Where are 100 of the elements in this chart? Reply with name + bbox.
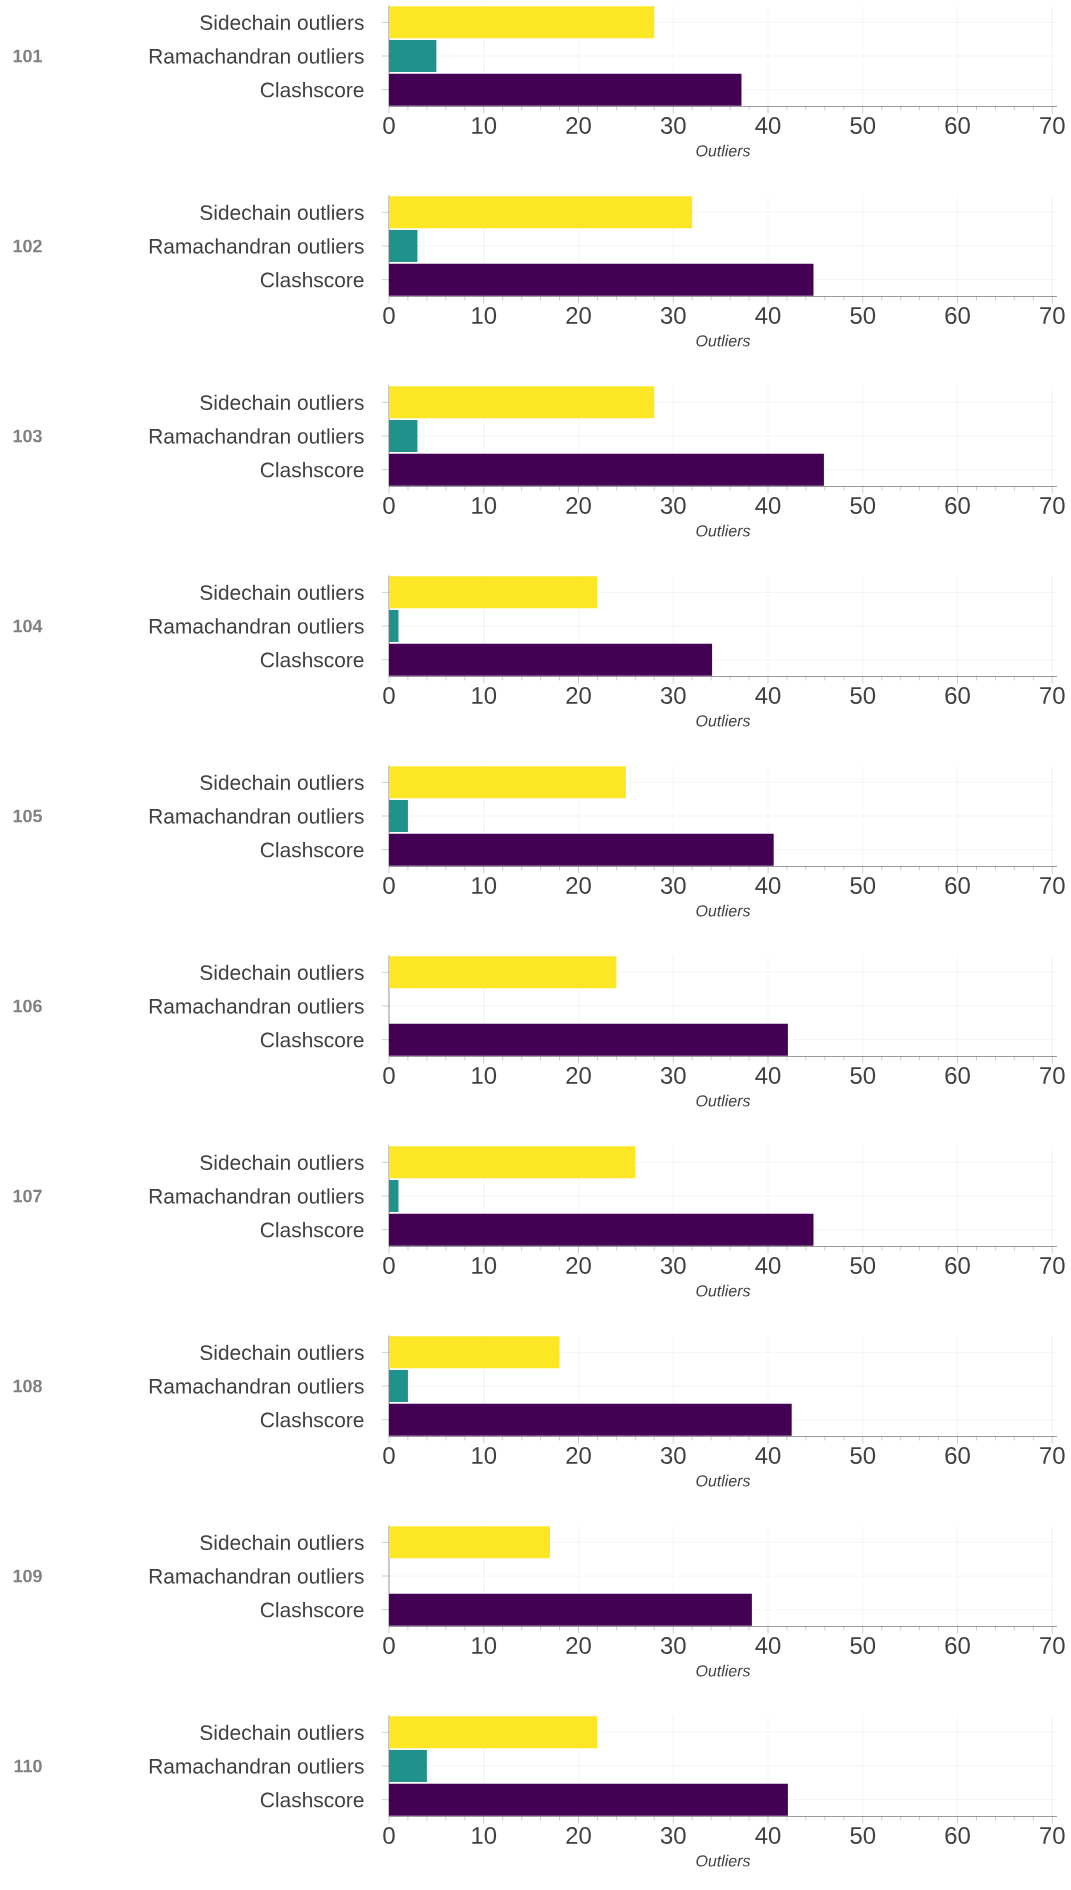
- x-tick-label: 50: [850, 117, 876, 134]
- x-tick-label: 40: [755, 1067, 781, 1084]
- x-tick-label: 30: [660, 1257, 686, 1274]
- y-axis-title: 104: [13, 619, 43, 633]
- x-tick-label: 40: [755, 1257, 781, 1274]
- y-tick-label: Sidechain outliers: [200, 964, 364, 981]
- y-tick-label: Ramachandran outliers: [149, 1758, 364, 1774]
- y-tick-label: Clashscore: [260, 652, 364, 668]
- x-tick-label: 40: [755, 687, 781, 704]
- x-tick-label: 10: [472, 1447, 497, 1464]
- x-tick-label: 40: [755, 307, 781, 324]
- bar: [389, 263, 814, 296]
- x-tick-label: 20: [566, 687, 591, 704]
- x-tick-label: 40: [755, 497, 781, 514]
- x-tick-label: 70: [1040, 117, 1065, 134]
- x-tick-label: 70: [1040, 497, 1065, 514]
- bar: [389, 6, 655, 39]
- x-tick-label: 10: [472, 1257, 497, 1274]
- y-tick-label: Sidechain outliers: [200, 1534, 364, 1551]
- y-tick-label: Clashscore: [260, 1032, 364, 1048]
- x-tick-label: 0: [383, 1447, 395, 1464]
- x-tick-label: 10: [472, 687, 497, 704]
- y-tick-label: Ramachandran outliers: [149, 998, 364, 1014]
- x-axis-title: Outliers: [696, 524, 751, 537]
- x-tick-label: 70: [1040, 687, 1065, 704]
- y-tick-label: Ramachandran outliers: [149, 618, 364, 634]
- x-tick-label: 10: [472, 877, 497, 894]
- x-tick-label: 60: [945, 307, 970, 324]
- x-tick-label: 60: [945, 1257, 970, 1274]
- x-tick-label: 50: [850, 497, 876, 514]
- y-tick-label: Clashscore: [260, 842, 364, 858]
- y-tick-label: Sidechain outliers: [200, 584, 364, 601]
- x-tick-label: 70: [1040, 877, 1065, 894]
- x-tick-label: 0: [383, 877, 395, 894]
- x-tick-label: 0: [383, 1257, 395, 1274]
- x-axis-title: Outliers: [696, 144, 751, 157]
- x-tick-label: 0: [383, 307, 395, 324]
- x-tick-label: 0: [383, 1637, 395, 1654]
- bar: [389, 800, 408, 832]
- x-tick-label: 30: [660, 1827, 686, 1844]
- bar: [389, 610, 399, 642]
- x-tick-label: 40: [755, 1827, 781, 1844]
- x-tick-label: 60: [945, 687, 970, 704]
- y-tick-label: Clashscore: [260, 1602, 364, 1618]
- y-axis-title: 105: [13, 809, 42, 823]
- x-tick-label: 60: [945, 1447, 970, 1464]
- x-tick-label: 70: [1040, 1827, 1065, 1844]
- bar: [389, 643, 713, 676]
- x-tick-label: 30: [660, 117, 686, 134]
- x-tick-label: 30: [660, 1637, 686, 1654]
- x-tick-label: 50: [850, 1827, 876, 1844]
- x-tick-label: 20: [566, 497, 591, 514]
- bar: [389, 453, 824, 486]
- y-tick-label: Clashscore: [260, 271, 364, 288]
- y-tick-label: Ramachandran outliers: [149, 428, 364, 444]
- y-tick-label: Sidechain outliers: [200, 394, 364, 411]
- y-tick-label: Sidechain outliers: [200, 774, 364, 791]
- x-axis-title: Outliers: [696, 1284, 751, 1297]
- x-tick-label: 60: [945, 877, 970, 894]
- x-tick-label: 60: [945, 1067, 970, 1084]
- y-tick-label: Sidechain outliers: [200, 1154, 364, 1171]
- x-tick-label: 70: [1040, 1067, 1065, 1084]
- y-tick-label: Clashscore: [260, 1222, 364, 1238]
- x-tick-label: 30: [660, 497, 686, 514]
- bar: [389, 1403, 792, 1436]
- x-tick-label: 10: [472, 1637, 497, 1654]
- x-tick-label: 10: [472, 1827, 497, 1844]
- x-tick-label: 50: [850, 1637, 876, 1654]
- x-tick-label: 70: [1040, 1637, 1065, 1654]
- x-axis-title: Outliers: [696, 1854, 751, 1867]
- y-tick-label: Sidechain outliers: [200, 1344, 364, 1361]
- bar: [389, 386, 655, 419]
- y-tick-label: Sidechain outliers: [200, 14, 364, 31]
- y-axis-title: 107: [13, 1189, 42, 1203]
- x-tick-label: 20: [566, 1637, 591, 1654]
- y-tick-label: Ramachandran outliers: [149, 808, 364, 824]
- x-tick-label: 20: [566, 1257, 591, 1274]
- x-tick-label: 40: [755, 117, 781, 134]
- x-tick-label: 10: [472, 1067, 497, 1084]
- bar: [389, 73, 742, 106]
- y-tick-label: Ramachandran outliers: [149, 1188, 364, 1204]
- x-tick-label: 30: [660, 1067, 686, 1084]
- x-tick-label: 70: [1040, 307, 1065, 324]
- bar: [389, 1146, 636, 1179]
- y-tick-label: Clashscore: [260, 81, 364, 98]
- bar: [389, 833, 774, 866]
- bar: [389, 1213, 814, 1246]
- y-axis-title: 103: [13, 429, 42, 443]
- bar: [389, 1783, 788, 1816]
- y-tick-label: Ramachandran outliers: [149, 238, 364, 254]
- x-tick-label: 10: [472, 497, 497, 514]
- bar: [389, 576, 598, 609]
- bar: [389, 420, 418, 452]
- bar: [389, 1750, 427, 1783]
- x-axis-title: Outliers: [696, 714, 751, 727]
- x-tick-label: 40: [755, 877, 781, 894]
- y-tick-label: Sidechain outliers: [200, 204, 364, 221]
- y-tick-label: Ramachandran outliers: [149, 48, 364, 64]
- x-tick-label: 40: [755, 1447, 781, 1464]
- x-tick-label: 20: [566, 1067, 591, 1084]
